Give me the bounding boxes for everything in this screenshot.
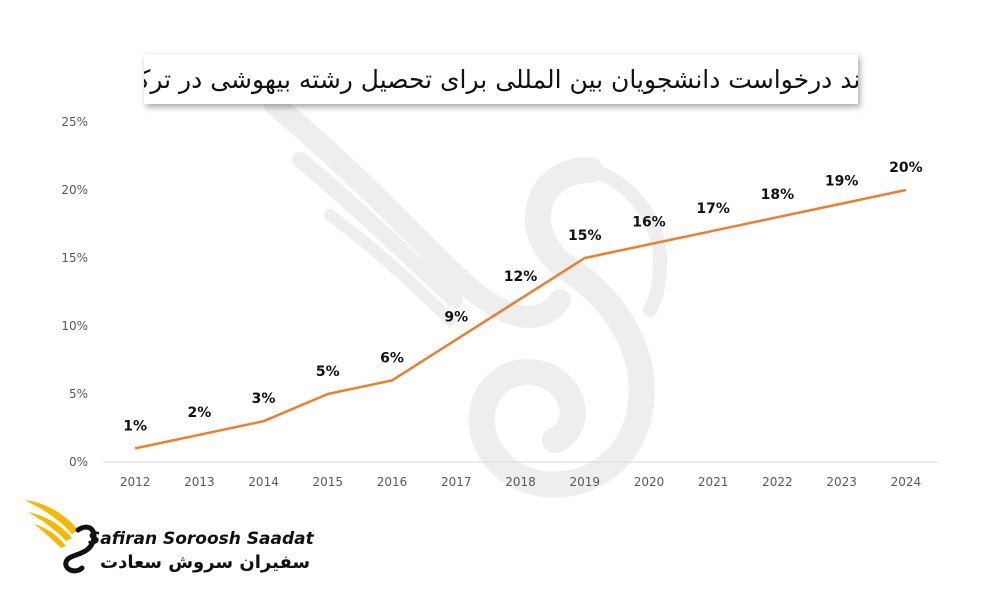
logo-name-en: Safiran Soroosh Saadat <box>88 529 314 549</box>
data-label: 12% <box>504 269 538 285</box>
data-label: 1% <box>123 418 147 434</box>
x-tick-label: 2023 <box>826 475 857 489</box>
x-tick-label: 2024 <box>891 475 922 489</box>
data-label: 9% <box>444 310 468 326</box>
y-tick-label: 15% <box>61 251 88 265</box>
x-tick-label: 2017 <box>441 475 472 489</box>
data-label: 18% <box>761 187 795 203</box>
data-label: 5% <box>316 364 340 380</box>
y-tick-label: 25% <box>61 115 88 129</box>
phoenix-wing-icon <box>24 500 97 574</box>
data-labels: 1% 2% 3% 5% 6% 9% 12% 15% 16% 17% 18% 19% 20% <box>123 160 922 434</box>
data-label: 19% <box>825 174 859 190</box>
x-tick-label: 2016 <box>377 475 408 489</box>
logo-name-fa: سفیران سروش سعادت <box>100 552 311 573</box>
x-tick-label: 2022 <box>762 475 793 489</box>
company-logo: Safiran Soroosh Saadat سفیران سروش سعادت <box>20 492 314 582</box>
y-tick-label: 10% <box>61 319 88 333</box>
y-tick-label: 5% <box>69 387 88 401</box>
data-label: 17% <box>696 201 730 217</box>
x-tick-label: 2013 <box>184 475 215 489</box>
chart-title-box: روند درخواست دانشجویان بین المللی برای ت… <box>144 54 858 104</box>
series-line <box>134 188 907 450</box>
y-axis-ticks: 0% 5% 10% 15% 20% 25% <box>61 115 88 469</box>
x-tick-label: 2019 <box>569 475 600 489</box>
x-axis-ticks: 2012 2013 2014 2015 2016 2017 2018 2019 2020 2021… <box>120 475 921 489</box>
y-tick-label: 20% <box>61 183 88 197</box>
data-label: 2% <box>187 405 211 421</box>
x-tick-label: 2020 <box>634 475 665 489</box>
x-tick-label: 2012 <box>120 475 151 489</box>
x-tick-label: 2014 <box>248 475 279 489</box>
x-tick-label: 2018 <box>505 475 536 489</box>
chart-title: روند درخواست دانشجویان بین المللی برای ت… <box>144 64 858 94</box>
x-tick-label: 2015 <box>313 475 344 489</box>
data-label: 20% <box>889 160 923 176</box>
x-tick-label: 2021 <box>698 475 729 489</box>
data-label: 3% <box>252 391 276 407</box>
data-label: 16% <box>632 214 666 230</box>
y-tick-label: 0% <box>69 455 88 469</box>
data-label: 15% <box>568 228 602 244</box>
data-label: 6% <box>380 350 404 366</box>
